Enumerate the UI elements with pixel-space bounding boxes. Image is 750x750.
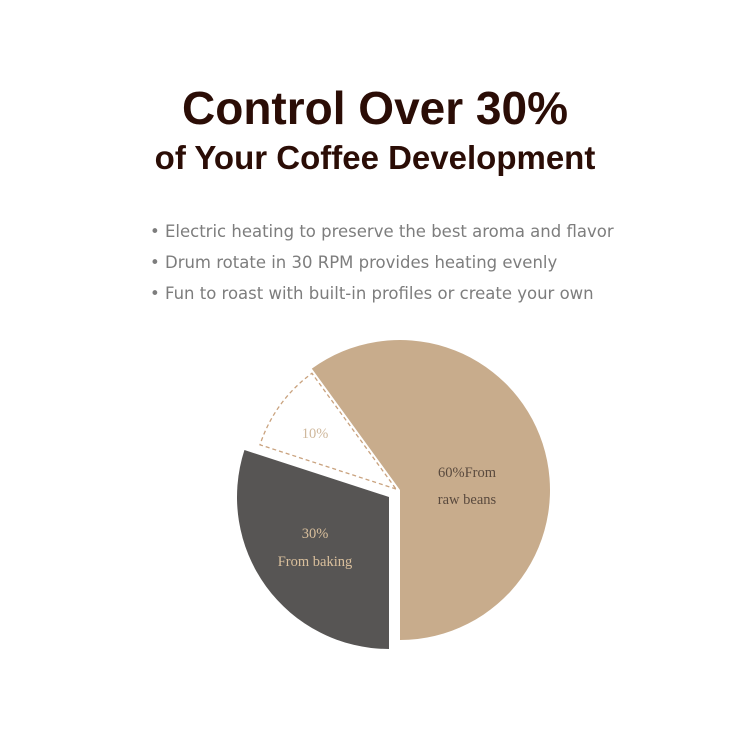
slice-label: 30%	[302, 526, 329, 542]
pie-slice-raw-beans	[311, 340, 550, 640]
feature-list: Electric heating to preserve the best ar…	[150, 218, 614, 311]
slice-label: raw beans	[438, 492, 497, 508]
slice-label: 10%	[302, 426, 329, 442]
pie-slice-other	[259, 372, 398, 491]
feature-item: Drum rotate in 30 RPM provides heating e…	[150, 249, 614, 280]
title-line-1: Control Over 30%	[182, 82, 568, 134]
feature-item: Electric heating to preserve the best ar…	[150, 218, 614, 249]
slice-label: 60%From	[438, 465, 497, 481]
title-line-2: of Your Coffee Development	[154, 139, 596, 176]
feature-item: Fun to roast with built-in profiles or c…	[150, 280, 614, 311]
pie-slice-baking	[236, 450, 389, 649]
slice-label: From baking	[278, 554, 353, 570]
